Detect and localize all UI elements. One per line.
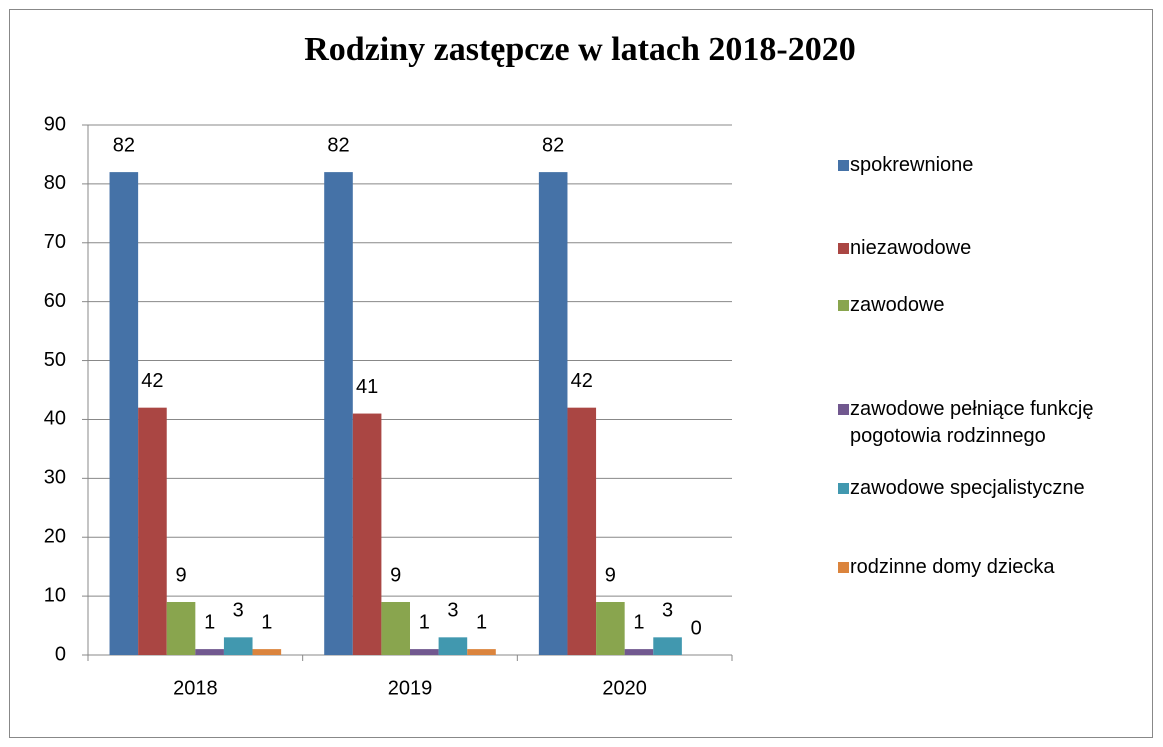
legend-swatch	[838, 404, 849, 415]
bar	[352, 413, 382, 655]
value-label: 1	[419, 611, 430, 633]
legend-entry: zawodowe specjalistyczne	[850, 477, 1085, 499]
bar	[195, 649, 224, 655]
value-label: 1	[261, 611, 272, 633]
value-label: 82	[113, 134, 135, 156]
bar	[252, 649, 282, 655]
y-tick-label: 70	[44, 231, 66, 253]
legend-label: zawodowe pełniące funkcję pogotowia rodz…	[850, 398, 1094, 447]
legend-entry: rodzinne domy dziecka	[850, 556, 1055, 578]
value-label: 82	[542, 134, 564, 156]
y-tick-label: 50	[44, 349, 66, 371]
legend-swatch	[838, 243, 849, 254]
legend-swatch	[838, 160, 849, 171]
legend-entry: zawodowe pełniące funkcję pogotowia rodz…	[850, 398, 1094, 447]
value-label: 42	[571, 370, 593, 392]
legend-label: zawodowe	[850, 294, 945, 316]
chart-title: Rodziny zastępcze w latach 2018-2020	[304, 31, 855, 68]
legend-label: zawodowe specjalistyczne	[850, 477, 1085, 499]
value-label: 41	[356, 376, 378, 398]
bar	[438, 637, 468, 655]
value-label: 9	[390, 564, 401, 586]
legend-entry: niezawodowe	[850, 237, 972, 259]
legend-swatch	[838, 562, 849, 573]
legend-entry: zawodowe	[850, 294, 945, 316]
value-label: 3	[662, 600, 673, 622]
y-tick-label: 40	[44, 408, 66, 430]
bar	[138, 407, 167, 655]
y-tick-label: 60	[44, 290, 66, 312]
legend-label: niezawodowe	[850, 237, 972, 259]
value-label: 9	[605, 564, 616, 586]
value-label: 3	[447, 600, 458, 622]
legend-label: rodzinne domy dziecka	[850, 556, 1055, 578]
bar	[653, 637, 682, 655]
bar	[567, 407, 597, 655]
bar	[467, 649, 496, 655]
legend-entry: spokrewnione	[850, 154, 974, 176]
y-tick-label: 90	[44, 113, 66, 135]
bar	[109, 172, 139, 655]
bar	[223, 637, 253, 655]
y-tick-label: 80	[44, 172, 66, 194]
y-tick-label: 0	[55, 643, 66, 665]
legend-label: spokrewnione	[850, 154, 974, 176]
bar	[166, 602, 196, 655]
legend-swatch	[838, 300, 849, 311]
value-label: 82	[327, 134, 349, 156]
y-tick-label: 30	[44, 467, 66, 489]
bar	[624, 649, 654, 655]
bar	[324, 172, 353, 655]
bar	[410, 649, 439, 655]
x-tick-label: 2019	[388, 677, 433, 699]
x-tick-label: 2020	[602, 677, 647, 699]
bar	[596, 602, 625, 655]
value-label: 1	[476, 611, 487, 633]
value-label: 42	[141, 370, 163, 392]
bar	[381, 602, 410, 655]
value-label: 1	[633, 611, 644, 633]
value-label: 9	[175, 564, 186, 586]
y-tick-label: 20	[44, 526, 66, 548]
bar	[538, 172, 568, 655]
value-label: 0	[691, 617, 702, 639]
legend-swatch	[838, 483, 849, 494]
value-label: 1	[204, 611, 215, 633]
x-tick-label: 2018	[173, 677, 218, 699]
value-label: 3	[233, 600, 244, 622]
y-tick-label: 10	[44, 584, 66, 606]
